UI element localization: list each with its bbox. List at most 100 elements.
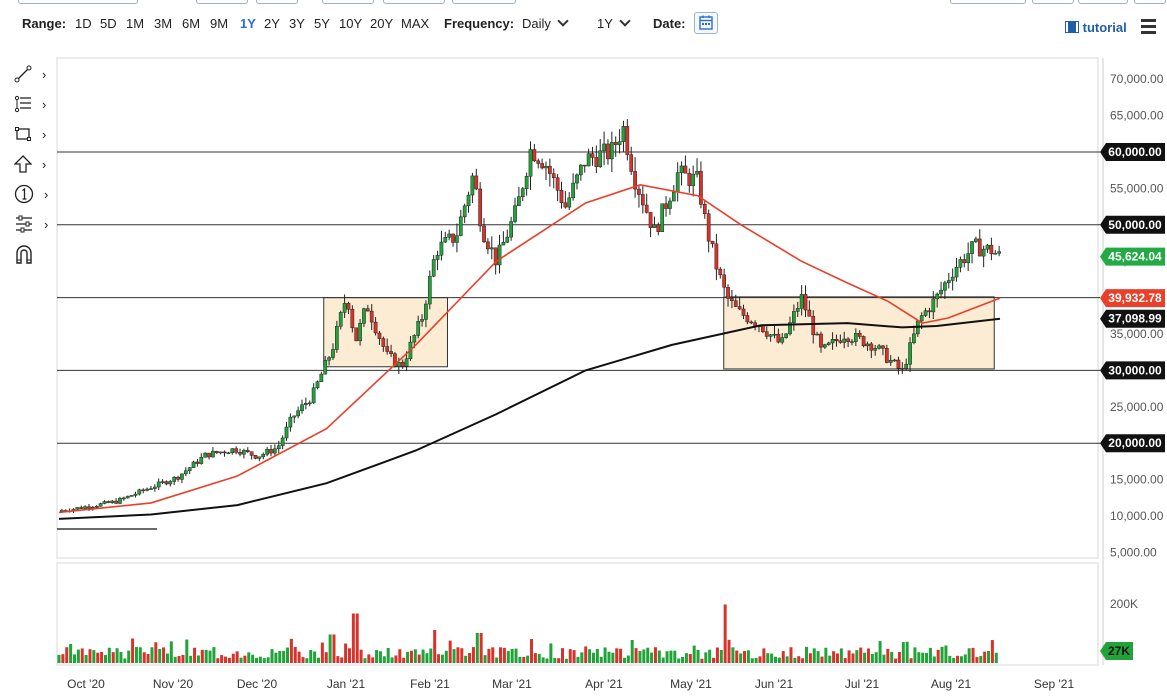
top-strip-tab[interactable]: [196, 0, 248, 4]
volume-bar: [557, 658, 561, 663]
candle-body: [307, 402, 312, 405]
volume-bar: [468, 653, 472, 663]
volume-bar: [336, 656, 340, 663]
tool-rectangle[interactable]: ›: [14, 123, 54, 145]
candle-body: [462, 205, 467, 218]
top-strip-tab[interactable]: [452, 0, 516, 4]
chevron-right-icon: ›: [44, 186, 49, 202]
range-5d[interactable]: 5D: [100, 16, 117, 31]
volume-bar: [533, 653, 537, 663]
top-strip-tab[interactable]: [1134, 0, 1166, 4]
x-tick-label: Nov '20: [153, 677, 194, 691]
volume-bar: [835, 653, 839, 663]
x-tick-label: May '21: [670, 677, 712, 691]
volume-bar: [704, 652, 708, 663]
arrow-up-icon: [14, 155, 32, 173]
volume-bar: [328, 634, 332, 663]
candle-body: [633, 171, 637, 190]
candle-body: [617, 141, 622, 145]
candle-body: [671, 191, 676, 202]
volume-bar: [897, 651, 901, 663]
tool-trend-line[interactable]: ›: [14, 63, 54, 85]
candle-body: [323, 359, 328, 375]
candle-body: [792, 311, 796, 323]
candle-body: [819, 333, 823, 348]
candle-body: [482, 225, 486, 243]
frequency-select[interactable]: Daily: [522, 15, 569, 32]
range-3y[interactable]: 3Y: [289, 16, 305, 31]
volume-bar: [282, 650, 286, 663]
consolidation-zone: [723, 296, 995, 370]
volume-bar: [212, 647, 216, 663]
volume-bar: [758, 656, 762, 663]
range-3m[interactable]: 3M: [154, 16, 173, 31]
range-1d[interactable]: 1D: [75, 16, 92, 31]
range-max[interactable]: MAX: [401, 16, 430, 31]
date-picker-button[interactable]: [694, 12, 718, 34]
volume-bar: [874, 652, 878, 663]
candle-body: [354, 327, 359, 342]
volume-bar: [92, 650, 96, 663]
top-strip-tab[interactable]: [1032, 0, 1074, 4]
tool-counter[interactable]: ›: [14, 183, 54, 205]
candle-body: [602, 143, 606, 152]
tool-arrow[interactable]: ›: [14, 153, 54, 175]
range-5y[interactable]: 5Y: [314, 16, 330, 31]
candle-body: [458, 216, 463, 236]
candle-body: [954, 266, 959, 278]
price-tag-label: 30,000.00: [1108, 363, 1162, 377]
volume-bar: [309, 649, 313, 663]
candle-body: [908, 342, 912, 365]
y-tick-label: 35,000.00: [1110, 327, 1164, 341]
candle-body: [396, 362, 401, 367]
candle-body: [141, 489, 146, 492]
candle-body: [118, 498, 122, 504]
top-strip-tab[interactable]: [18, 0, 138, 4]
range-1m[interactable]: 1M: [126, 16, 145, 31]
volume-bar: [220, 655, 224, 663]
menu-icon[interactable]: [1141, 19, 1156, 37]
candle-body: [412, 335, 417, 343]
trend-line-icon: [14, 65, 32, 83]
volume-bar: [963, 654, 967, 663]
candle-body: [245, 450, 250, 452]
candle-body: [79, 507, 84, 509]
range-2y[interactable]: 2Y: [264, 16, 280, 31]
volume-bar: [797, 656, 801, 663]
candle-body: [714, 243, 719, 270]
candle-body: [292, 415, 297, 418]
tool-settings[interactable]: ›: [14, 213, 54, 235]
ma-50-line: [58, 183, 1001, 514]
candle-body: [501, 242, 506, 246]
tool-magnet[interactable]: [14, 243, 54, 265]
candle-body: [745, 315, 750, 323]
volume-bar: [739, 653, 743, 663]
volume-bar: [200, 649, 204, 663]
candle-body: [699, 171, 703, 205]
candle-body: [230, 448, 235, 454]
y-tick-label: 5,000.00: [1110, 545, 1157, 559]
range-9m[interactable]: 9M: [210, 16, 229, 31]
toolbar: Range: 1D 5D 1M 3M 6M 9M 1Y 2Y 3Y 5Y 10Y…: [0, 8, 1167, 40]
top-strip-tab[interactable]: [322, 0, 374, 4]
top-strip-tab[interactable]: [950, 0, 1026, 4]
candle-body: [609, 142, 614, 160]
volume-bar: [216, 658, 220, 663]
tutorial-link[interactable]: tutorial: [1065, 20, 1127, 35]
volume-bar: [363, 658, 367, 663]
volume-tag-label: 27K: [1108, 644, 1130, 658]
range-20y[interactable]: 20Y: [370, 16, 394, 31]
period-select[interactable]: 1Y: [597, 15, 631, 32]
range-10y[interactable]: 10Y: [339, 16, 363, 31]
price-tag-bg: [1100, 309, 1165, 328]
range-1y[interactable]: 1Y: [240, 16, 256, 31]
top-strip-tab[interactable]: [1078, 0, 1128, 4]
volume-bar: [530, 639, 534, 663]
volume-bar: [204, 649, 208, 663]
top-strip-tab[interactable]: [383, 0, 445, 4]
tool-fibonacci[interactable]: ›: [14, 93, 54, 115]
range-6m[interactable]: 6M: [182, 16, 201, 31]
candle-body: [768, 334, 773, 337]
top-strip-tab[interactable]: [256, 0, 298, 4]
